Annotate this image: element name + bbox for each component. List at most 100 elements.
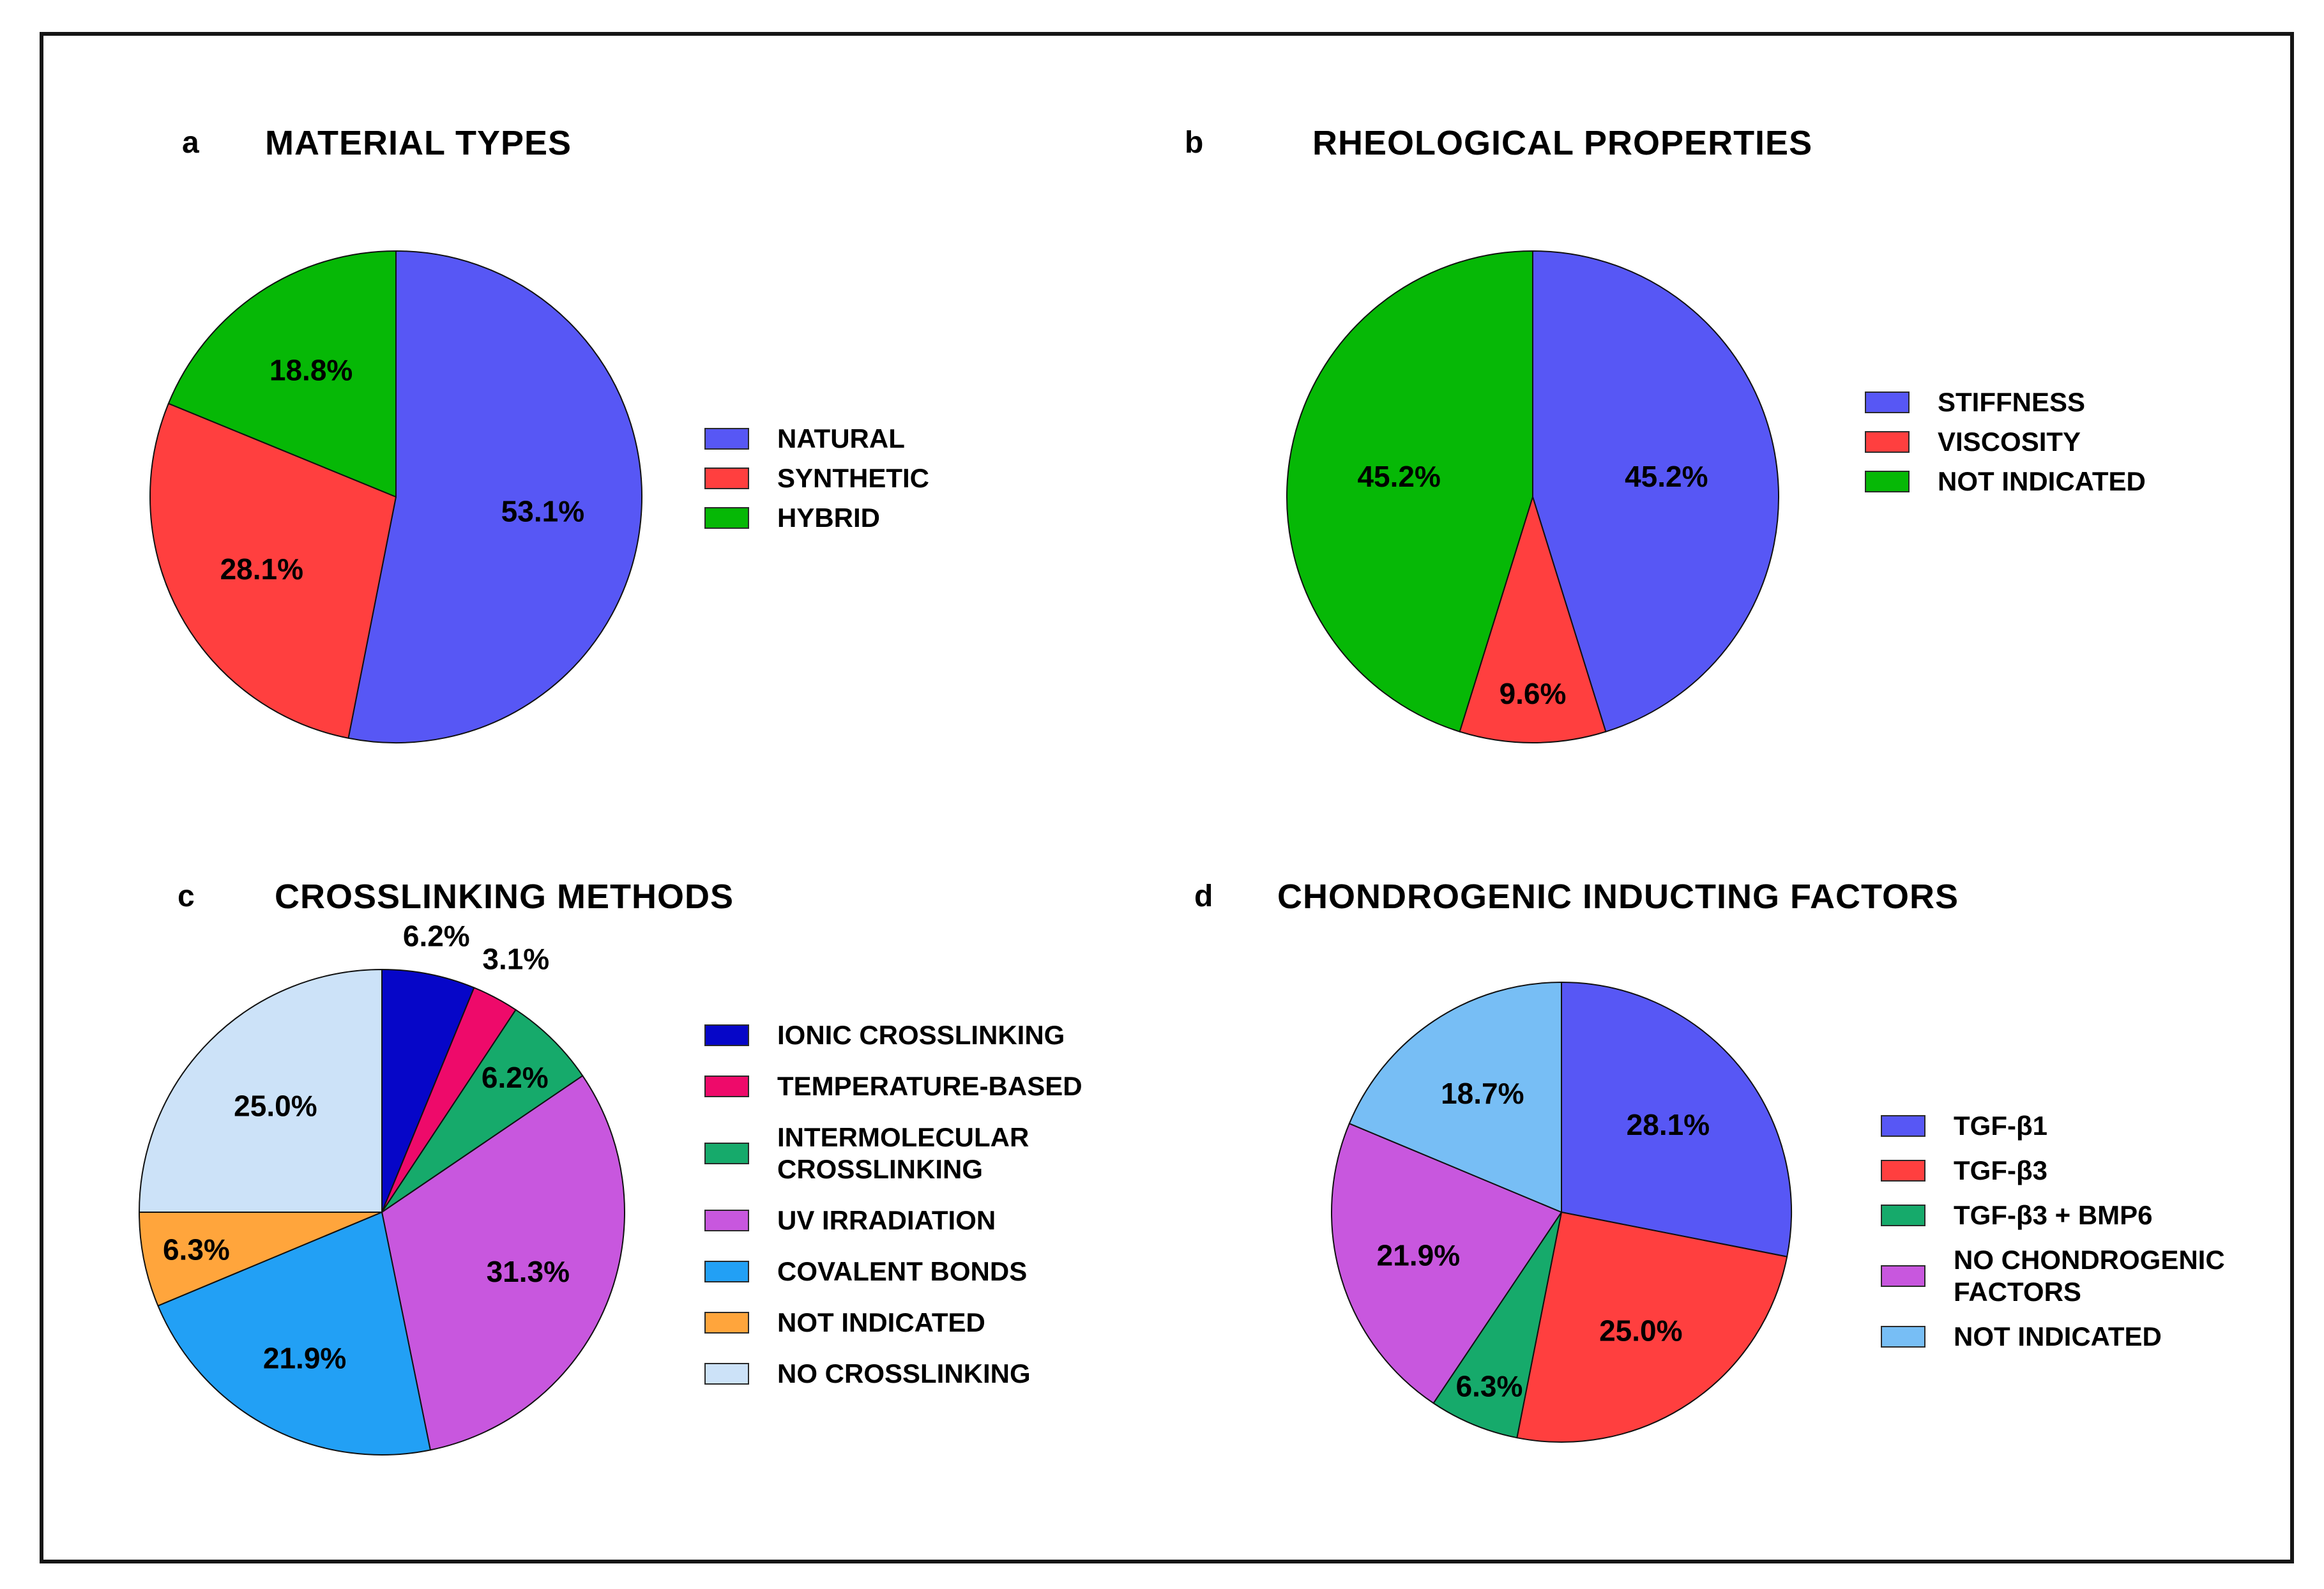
legend-label: COVALENT BONDS	[777, 1256, 1028, 1286]
pie-slice-percentage-label: 28.1%	[220, 552, 303, 586]
legend-item: INTERMOLECULAR CROSSLINKING	[704, 1121, 1082, 1185]
pie-slice	[1286, 250, 1533, 733]
legend-item: VISCOSITY	[1865, 426, 2146, 458]
legend-item: TGF-β3 + BMP6	[1881, 1199, 2225, 1231]
pie-slice	[381, 1009, 584, 1213]
pie-slice-percentage-label: 3.1%	[482, 943, 549, 976]
pie-slice-percentage-label: 18.8%	[270, 354, 353, 387]
pie-slice	[347, 250, 642, 743]
legend-label: HYBRID	[777, 503, 881, 533]
legend-swatch	[704, 468, 749, 489]
legend-item: TGF-β3	[1881, 1155, 2225, 1187]
legend-item: STIFFNESS	[1865, 386, 2146, 418]
legend-swatch	[1881, 1160, 1925, 1182]
legend-item: SYNTHETIC	[704, 462, 929, 494]
legend-rheological-properties: STIFFNESS VISCOSITY NOT INDICATED	[1865, 386, 2146, 498]
legend-label: UV IRRADIATION	[777, 1205, 996, 1235]
legend-chondrogenic-inducting-factors: TGF-β1 TGF-β3 TGF-β3 + BMP6 NO CHONDROGE…	[1881, 1110, 2225, 1353]
pie-slice-percentage-label: 45.2%	[1357, 460, 1440, 493]
pie-slice-percentage-label: 21.9%	[263, 1341, 346, 1374]
legend-item: UV IRRADIATION	[704, 1205, 1082, 1236]
pie-slice	[1348, 982, 1562, 1213]
legend-swatch	[704, 1143, 749, 1164]
legend-swatch	[704, 1076, 749, 1097]
legend-item: COVALENT BONDS	[704, 1256, 1082, 1288]
pie-slice-percentage-label: 25.0%	[234, 1089, 317, 1122]
pie-slice	[381, 1075, 625, 1451]
legend-label: IONIC CROSSLINKING	[777, 1020, 1065, 1050]
pie-slice	[139, 969, 383, 1213]
legend-label: STIFFNESS	[1938, 387, 2086, 417]
legend-item: NOT INDICATED	[1865, 466, 2146, 498]
panel-title-c: CROSSLINKING METHODS	[275, 878, 734, 916]
legend-item: NO CROSSLINKING	[704, 1358, 1082, 1390]
legend-item: TEMPERATURE-BASED	[704, 1070, 1082, 1102]
pie-slice	[157, 1212, 431, 1456]
pie-slice	[1432, 1212, 1562, 1439]
panel-letter-c: c	[178, 879, 195, 913]
pie-slice-percentage-label: 18.7%	[1441, 1077, 1524, 1110]
pie-chart-crosslinking-methods: 6.2% 3.1% 6.2% 31.3% 21.9% 6.3% 25.0%	[139, 920, 625, 1456]
legend-label: NO CROSSLINKING	[777, 1358, 1031, 1388]
legend-label: SYNTHETIC	[777, 463, 930, 493]
panel-title-a: MATERIAL TYPES	[265, 124, 572, 162]
legend-swatch	[1881, 1265, 1925, 1287]
pie-slice-percentage-label: 53.1%	[501, 495, 584, 528]
pie-slice	[167, 250, 397, 498]
pie-slice	[1561, 982, 1792, 1258]
legend-label: TGF-β1	[1954, 1111, 2047, 1141]
legend-item: HYBRID	[704, 502, 929, 534]
legend-item: TGF-β1	[1881, 1110, 2225, 1142]
figure-border	[40, 32, 2294, 1563]
legend-label: TGF-β3	[1954, 1155, 2047, 1185]
legend-swatch	[704, 1363, 749, 1385]
pie-slice-percentage-label: 25.0%	[1599, 1314, 1682, 1347]
pie-slice	[1459, 496, 1607, 743]
legend-swatch	[1881, 1205, 1925, 1226]
pie-slice	[1331, 1123, 1562, 1404]
pie-slice	[1516, 1212, 1788, 1443]
legend-label: TEMPERATURE-BASED	[777, 1071, 1082, 1101]
legend-swatch	[704, 428, 749, 450]
pie-slice-percentage-label: 6.3%	[163, 1233, 230, 1266]
legend-swatch	[704, 1261, 749, 1282]
legend-label: NOT INDICATED	[1954, 1321, 2162, 1351]
legend-item: NATURAL	[704, 423, 929, 455]
pie-slice	[139, 1212, 383, 1307]
pie-slice-percentage-label: 31.3%	[487, 1255, 570, 1288]
pie-slice	[1532, 250, 1779, 733]
legend-swatch	[1865, 392, 1910, 413]
legend-crosslinking-methods: IONIC CROSSLINKING TEMPERATURE-BASED INT…	[704, 1019, 1082, 1390]
legend-label: NOT INDICATED	[777, 1307, 985, 1337]
pie-slice-percentage-label: 45.2%	[1625, 460, 1708, 493]
pie-slice-percentage-label: 9.6%	[1500, 677, 1567, 710]
legend-item: NOT INDICATED	[704, 1307, 1082, 1339]
legend-label: TGF-β3 + BMP6	[1954, 1200, 2153, 1230]
legend-swatch	[1865, 431, 1910, 453]
legend-swatch	[1881, 1115, 1925, 1137]
legend-label: NOT INDICATED	[1938, 466, 2146, 496]
legend-swatch	[1881, 1326, 1925, 1348]
legend-swatch	[704, 507, 749, 529]
legend-swatch	[704, 1210, 749, 1231]
pie-slice	[149, 402, 397, 739]
panel-title-d: CHONDROGENIC INDUCTING FACTORS	[1277, 878, 1959, 916]
pie-slice-percentage-label: 6.2%	[403, 920, 470, 953]
panel-letter-b: b	[1185, 126, 1204, 160]
pie-slice-percentage-label: 6.3%	[1456, 1370, 1523, 1403]
legend-item: NOT INDICATED	[1881, 1321, 2225, 1353]
pie-slice	[381, 969, 475, 1213]
legend-material-types: NATURAL SYNTHETIC HYBRID	[704, 423, 929, 534]
legend-label: VISCOSITY	[1938, 427, 2081, 457]
panel-letter-a: a	[182, 126, 199, 160]
panel-title-b: RHEOLOGICAL PROPERTIES	[1312, 124, 1813, 162]
legend-label: NATURAL	[777, 423, 905, 453]
pie-chart-material-types: 53.1% 28.1% 18.8%	[149, 250, 642, 743]
legend-swatch	[1865, 471, 1910, 492]
legend-label: NO CHONDROGENIC FACTORS	[1954, 1245, 2225, 1307]
legend-item: IONIC CROSSLINKING	[704, 1019, 1082, 1051]
panel-letter-d: d	[1194, 879, 1213, 913]
legend-item: NO CHONDROGENIC FACTORS	[1881, 1244, 2225, 1308]
pie-chart-chondrogenic-inducting-factors: 28.1% 25.0% 6.3% 21.9% 18.7%	[1331, 982, 1792, 1443]
